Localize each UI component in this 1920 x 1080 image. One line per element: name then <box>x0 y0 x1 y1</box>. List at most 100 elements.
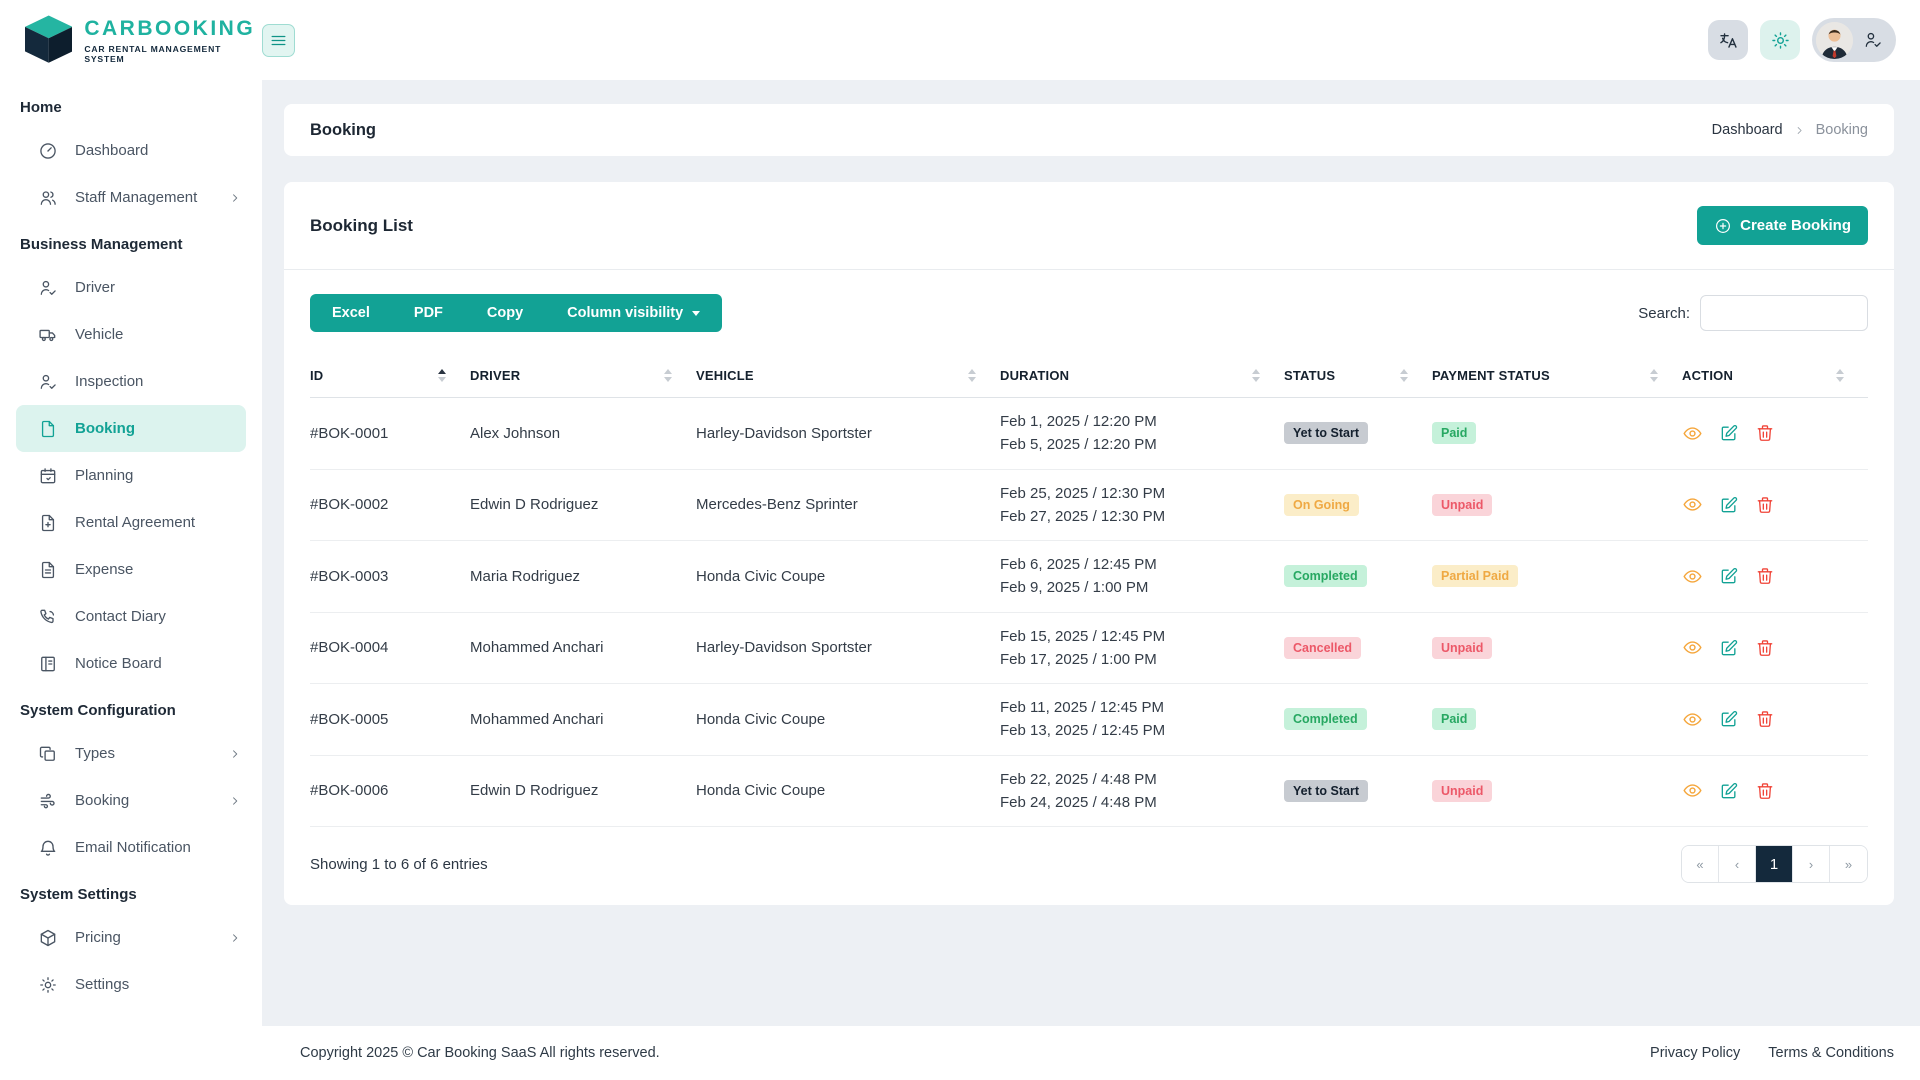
edit-button[interactable] <box>1719 781 1739 801</box>
sort-icon <box>1400 369 1408 382</box>
view-button[interactable] <box>1682 637 1703 658</box>
profile-menu[interactable] <box>1812 18 1896 62</box>
column-header-payment-status[interactable]: PAYMENT STATUS <box>1432 354 1682 398</box>
sidebar-toggle-button[interactable] <box>262 23 295 57</box>
view-button[interactable] <box>1682 566 1703 587</box>
sidebar-item-rental-agreement[interactable]: Rental Agreement <box>0 499 262 546</box>
sidebar-item-planning[interactable]: Planning <box>0 452 262 499</box>
sort-icon <box>664 369 672 382</box>
breadcrumb-dashboard-link[interactable]: Dashboard <box>1711 122 1783 138</box>
sidebar-item-inspection[interactable]: Inspection <box>0 358 262 405</box>
delete-button[interactable] <box>1755 709 1775 729</box>
view-button[interactable] <box>1682 709 1703 730</box>
sidebar-item-pricing[interactable]: Pricing <box>0 914 262 961</box>
pagination-first-button[interactable]: « <box>1682 846 1719 882</box>
pagination-prev-button[interactable]: ‹ <box>1719 846 1756 882</box>
sidebar-item-settings[interactable]: Settings <box>0 961 262 1008</box>
column-header-action[interactable]: ACTION <box>1682 354 1868 398</box>
booking-table-body: #BOK-0001 Alex Johnson Harley-Davidson S… <box>310 397 1868 827</box>
table-info-text: Showing 1 to 6 of 6 entries <box>310 855 488 873</box>
chevron-right-icon <box>228 794 242 808</box>
table-row: #BOK-0005 Mohammed Anchari Honda Civic C… <box>310 683 1868 756</box>
booking-list-card: Booking List Create Booking Excel PDF Co… <box>284 182 1894 905</box>
create-booking-button[interactable]: Create Booking <box>1697 206 1868 245</box>
edit-button[interactable] <box>1719 495 1739 515</box>
sidebar-item-types[interactable]: Types <box>0 730 262 777</box>
table-row: #BOK-0003 Maria Rodriguez Honda Civic Co… <box>310 540 1868 613</box>
view-button[interactable] <box>1682 780 1703 801</box>
pagination-next-button[interactable]: › <box>1793 846 1830 882</box>
payment-status-badge: Paid <box>1432 422 1477 445</box>
privacy-policy-link[interactable]: Privacy Policy <box>1650 1045 1741 1061</box>
sidebar-item-notice-board[interactable]: Notice Board <box>0 640 262 687</box>
pagination-page-1-button[interactable]: 1 <box>1756 846 1793 882</box>
driver-cell: Mohammed Anchari <box>470 683 696 756</box>
edit-pencil-icon <box>1719 781 1739 801</box>
vehicle-cell: Harley-Davidson Sportster <box>696 397 1000 470</box>
terms-conditions-link[interactable]: Terms & Conditions <box>1768 1045 1894 1061</box>
delete-button[interactable] <box>1755 495 1775 515</box>
chevron-right-icon <box>228 747 242 761</box>
sidebar-item-contact-diary[interactable]: Contact Diary <box>0 593 262 640</box>
edit-button[interactable] <box>1719 709 1739 729</box>
status-badge: Cancelled <box>1284 636 1362 659</box>
column-visibility-button[interactable]: Column visibility <box>545 294 722 332</box>
trash-icon <box>1755 423 1775 443</box>
view-button[interactable] <box>1682 494 1703 515</box>
booking-table: ID DRIVER VEHICLE DURATION STATUS PAYMEN… <box>310 354 1868 827</box>
delete-button[interactable] <box>1755 566 1775 586</box>
eye-icon <box>1682 423 1703 444</box>
edit-pencil-icon <box>1719 423 1739 443</box>
edit-button[interactable] <box>1719 638 1739 658</box>
sidebar-item-email-notification[interactable]: Email Notification <box>0 824 262 871</box>
pdf-export-button[interactable]: PDF <box>392 294 465 332</box>
sidebar-item-staff-management[interactable]: Staff Management <box>0 174 262 221</box>
language-button[interactable] <box>1708 20 1748 60</box>
notice-board-icon <box>38 654 58 674</box>
vehicle-cell: Mercedes-Benz Sprinter <box>696 469 1000 541</box>
main-content: Booking Dashboard Booking Booking List C… <box>262 80 1920 1026</box>
edit-button[interactable] <box>1719 423 1739 443</box>
payment-status-badge: Unpaid <box>1432 493 1493 516</box>
sidebar-item-driver[interactable]: Driver <box>0 264 262 311</box>
delete-button[interactable] <box>1755 781 1775 801</box>
avatar <box>1816 21 1853 59</box>
planning-icon <box>38 466 58 486</box>
pagination-last-button[interactable]: » <box>1830 846 1867 882</box>
email-notification-icon <box>38 838 58 858</box>
brand-cube-icon <box>25 15 73 63</box>
delete-button[interactable] <box>1755 423 1775 443</box>
rental-agreement-icon <box>38 513 58 533</box>
booking-id-cell: #BOK-0006 <box>310 755 470 827</box>
edit-button[interactable] <box>1719 566 1739 586</box>
sidebar-item-dashboard[interactable]: Dashboard <box>0 127 262 174</box>
vehicle-cell: Honda Civic Coupe <box>696 755 1000 827</box>
column-header-duration[interactable]: DURATION <box>1000 354 1284 398</box>
sidebar-item-booking-config[interactable]: Booking <box>0 777 262 824</box>
duration-cell: Feb 15, 2025 / 12:45 PM Feb 17, 2025 / 1… <box>1000 612 1284 684</box>
driver-cell: Alex Johnson <box>470 397 696 470</box>
sidebar-item-expense[interactable]: Expense <box>0 546 262 593</box>
sidebar-item-booking[interactable]: Booking <box>16 405 246 452</box>
copy-export-button[interactable]: Copy <box>465 294 545 332</box>
search-input[interactable] <box>1700 295 1868 331</box>
view-button[interactable] <box>1682 423 1703 444</box>
column-header-vehicle[interactable]: VEHICLE <box>696 354 1000 398</box>
chevron-right-icon <box>228 931 242 945</box>
status-badge: Completed <box>1284 708 1367 731</box>
edit-pencil-icon <box>1719 709 1739 729</box>
delete-button[interactable] <box>1755 638 1775 658</box>
plus-circle-icon <box>1714 217 1732 235</box>
column-header-status[interactable]: STATUS <box>1284 354 1432 398</box>
settings-button[interactable] <box>1760 20 1800 60</box>
eye-icon <box>1682 637 1703 658</box>
excel-export-button[interactable]: Excel <box>310 294 392 332</box>
eye-icon <box>1682 566 1703 587</box>
trash-icon <box>1755 709 1775 729</box>
column-header-driver[interactable]: DRIVER <box>470 354 696 398</box>
sidebar-item-vehicle[interactable]: Vehicle <box>0 311 262 358</box>
edit-pencil-icon <box>1719 495 1739 515</box>
column-header-id[interactable]: ID <box>310 354 470 398</box>
sidebar-section-home: Home <box>20 99 62 116</box>
